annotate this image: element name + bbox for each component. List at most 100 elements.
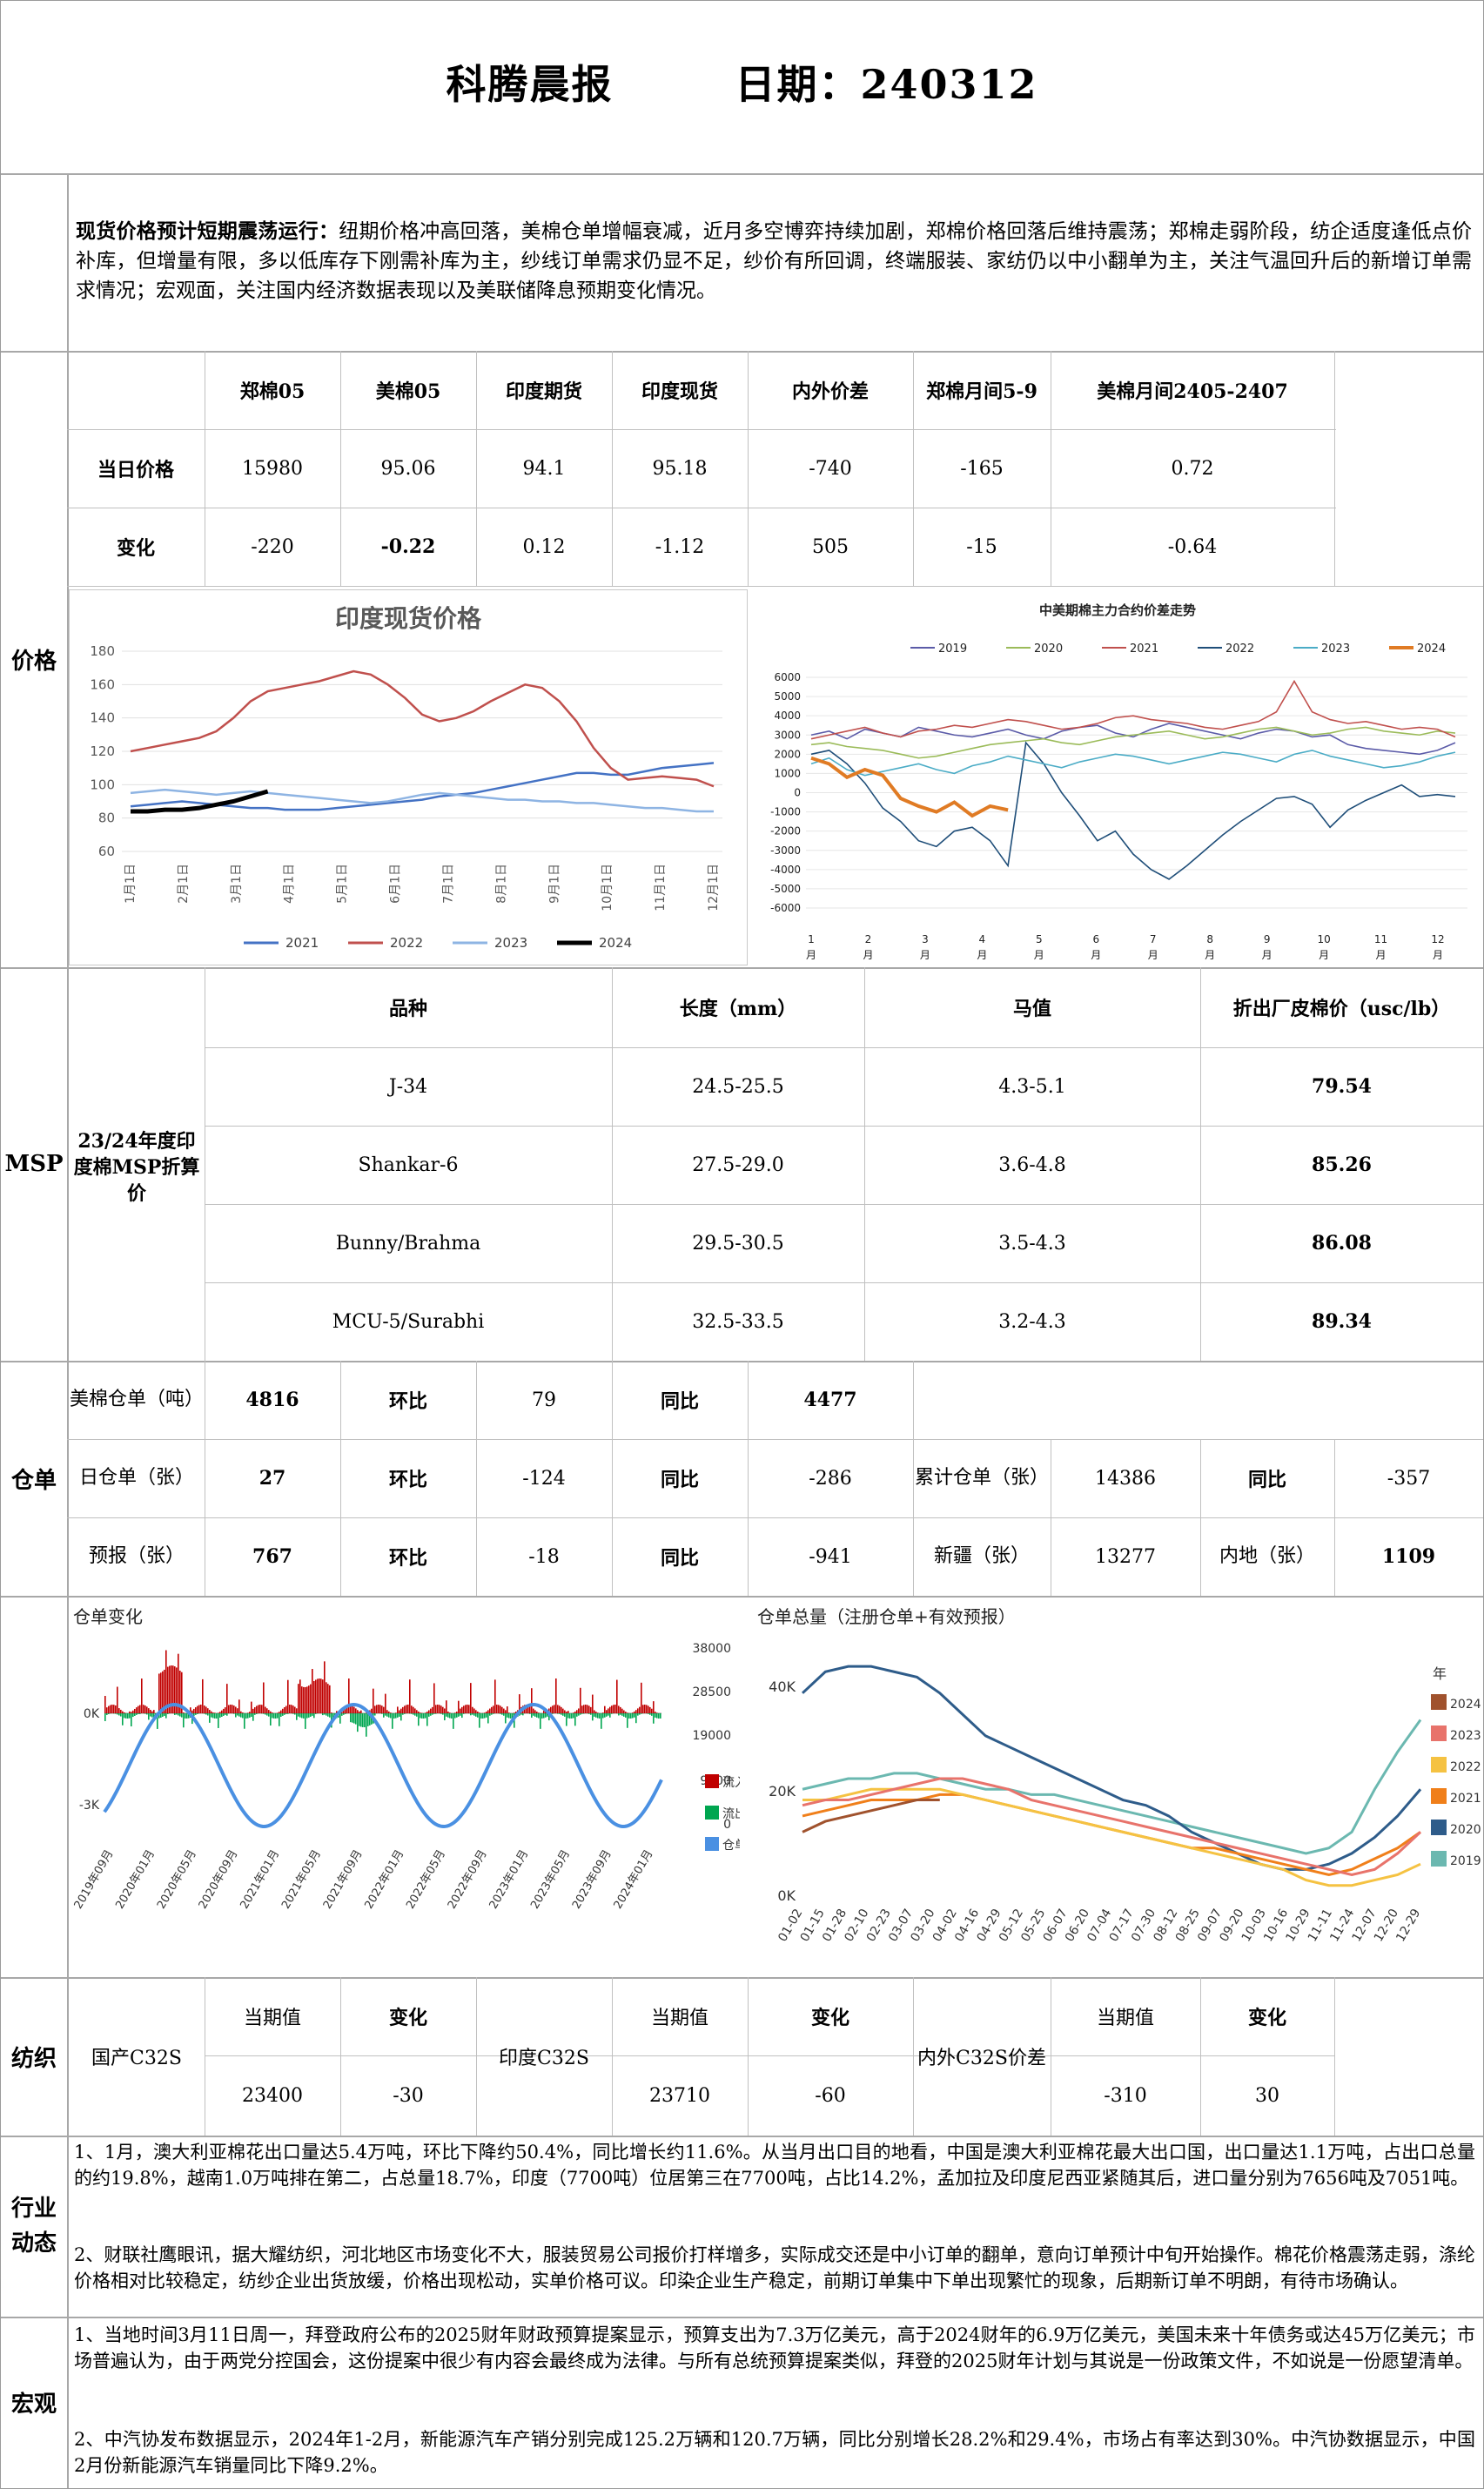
outflow-bar [238, 1713, 240, 1717]
inflow-bar [413, 1706, 414, 1713]
x-tick-label: 1月1日 [124, 864, 138, 904]
outflow-bar [489, 1713, 491, 1716]
inflow-bar [442, 1706, 444, 1713]
legend-swatch [1431, 1820, 1447, 1835]
date-value: 240312 [860, 61, 1038, 108]
x-tick-label: 2023年01月 [487, 1848, 532, 1912]
msp-length: 27.5-29.0 [692, 1154, 784, 1176]
outflow-bar [402, 1713, 404, 1715]
inflow-bar [139, 1705, 141, 1713]
price-header-india-futures: 印度期货 [505, 380, 582, 403]
inflow-bar [195, 1707, 197, 1713]
msp-mic: 3.5-4.3 [998, 1232, 1066, 1255]
inflow-bar [266, 1708, 268, 1713]
inflow-bar [587, 1705, 588, 1713]
outflow-bar [322, 1713, 324, 1716]
inflow-bar [169, 1665, 171, 1713]
inflow-bar [432, 1706, 433, 1713]
legend-label: 2022 [390, 935, 423, 951]
macro-news-2: 2、中汽协发布数据显示，2024年1-2月，新能源汽车产销分别完成125.2万辆… [74, 2429, 1475, 2476]
outflow-bar [627, 1713, 628, 1728]
inflow-bar [507, 1706, 508, 1713]
outflow-bar [475, 1713, 477, 1717]
outflow-bar [409, 1713, 411, 1714]
outflow-bar [418, 1713, 420, 1726]
inflow-bar [390, 1712, 392, 1713]
inflow-bar [214, 1712, 216, 1713]
x-tick-label: 4 [979, 933, 986, 945]
textile-domestic-chg: -30 [393, 2084, 424, 2107]
price-section-label: 价格 [10, 648, 57, 675]
inflow-bar [627, 1712, 628, 1713]
outflow-bar [117, 1713, 118, 1715]
inflow-bar [279, 1712, 280, 1713]
legend-label: 2022 [1225, 642, 1254, 656]
x-tick-label: 月 [1319, 949, 1329, 961]
msp-mic: 4.3-5.1 [998, 1075, 1066, 1098]
outflow-bar [655, 1713, 656, 1718]
outflow-bar [576, 1713, 578, 1717]
y-tick-label: -2000 [770, 825, 801, 838]
x-tick-label: 2022年01月 [362, 1848, 406, 1912]
outflow-bar [292, 1713, 294, 1714]
outflow-bar [162, 1713, 164, 1718]
outflow-bar [193, 1713, 195, 1716]
price-current-cell: -740 [809, 457, 852, 480]
x-tick-label: 6月1日 [389, 864, 403, 904]
outflow-bar [125, 1713, 127, 1719]
warehouse-section-label: 仓单 [10, 1467, 57, 1494]
inflow-bar [557, 1705, 559, 1713]
outflow-bar [150, 1713, 151, 1717]
outflow-bar [367, 1713, 369, 1726]
outflow-bar [242, 1713, 244, 1719]
outflow-bar [566, 1713, 567, 1726]
y-tick-label: 40K [769, 1678, 796, 1695]
legend-label: 2023 [494, 935, 527, 951]
outflow-bar [574, 1713, 576, 1726]
outflow-bar [181, 1713, 183, 1718]
inflow-bar [514, 1712, 515, 1713]
inflow-bar [303, 1686, 305, 1713]
outflow-bar [453, 1713, 454, 1729]
outflow-bar [420, 1713, 421, 1719]
legend-label: 2020 [1450, 1823, 1481, 1837]
outflow-bar [252, 1713, 254, 1721]
outflow-bar [106, 1713, 108, 1715]
outflow-bar [235, 1713, 237, 1718]
outflow-bar [185, 1713, 186, 1719]
outflow-bar [216, 1713, 218, 1719]
msp-variety: Shankar-6 [358, 1154, 459, 1176]
outflow-bar [648, 1713, 649, 1714]
price-change-cell: -0.64 [1167, 535, 1218, 558]
outflow-bar [569, 1713, 571, 1719]
outflow-bar [388, 1713, 390, 1718]
forecast-hb-label: 环比 [388, 1547, 427, 1570]
outflow-bar [552, 1713, 554, 1714]
cumulative-receipt-tb: -357 [1387, 1467, 1431, 1490]
outflow-bar [599, 1713, 601, 1719]
inflow-bar [143, 1705, 144, 1713]
series-line-2023 [802, 1777, 1422, 1876]
inflow-bar [446, 1700, 447, 1713]
inflow-bar [386, 1710, 388, 1713]
outflow-bar [197, 1713, 198, 1714]
outflow-bar [630, 1713, 632, 1719]
outflow-bar [573, 1713, 574, 1719]
x-tick-label: 月 [863, 949, 873, 961]
inflow-bar [428, 1710, 430, 1713]
industry-section-label: 行业动态 [10, 2196, 57, 2257]
inflow-bar [433, 1683, 435, 1713]
outflow-bar [284, 1713, 285, 1715]
legend-title: 年 [1433, 1665, 1447, 1682]
y-tick-label: 160 [90, 676, 115, 692]
outflow-bar [332, 1713, 334, 1719]
outflow-bar [423, 1713, 425, 1719]
inflow-bar [609, 1706, 611, 1713]
y-tick-label: 20K [769, 1783, 796, 1799]
inflow-bar [656, 1712, 658, 1713]
cumulative-receipt-label: 累计仓单（张） [914, 1467, 1049, 1489]
textile-domestic-chg-label: 变化 [388, 2007, 427, 2029]
series-line-2019 [802, 1719, 1422, 1855]
